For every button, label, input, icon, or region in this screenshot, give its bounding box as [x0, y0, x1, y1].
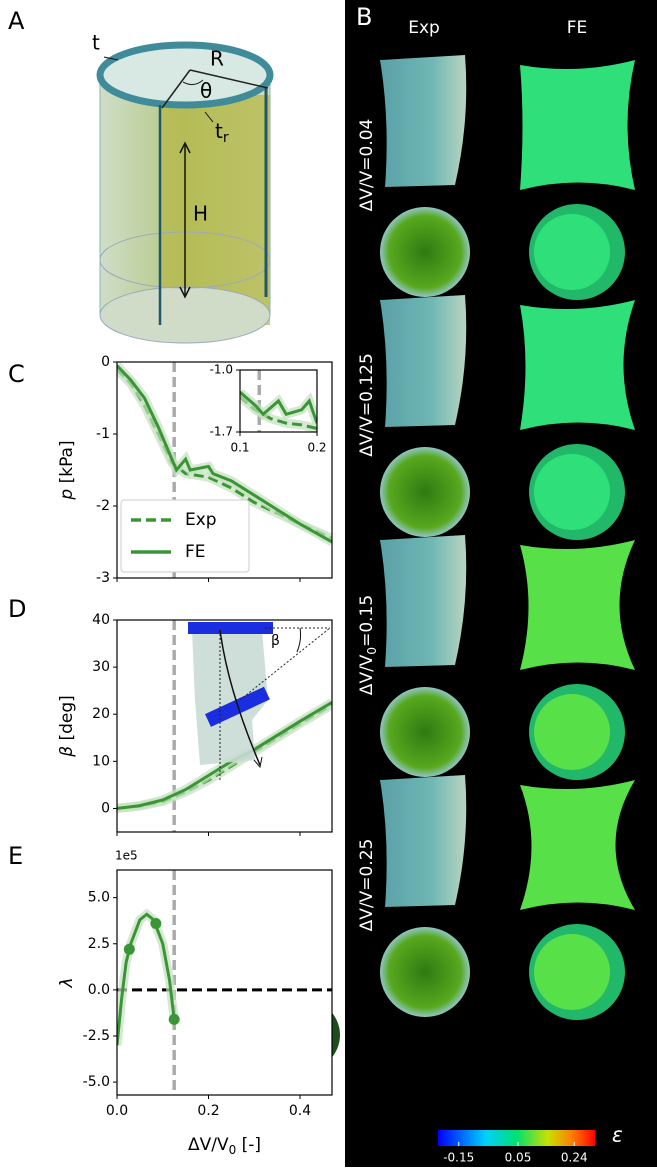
diagram-label: t [215, 119, 223, 143]
y-tick-label: 0 [101, 800, 110, 816]
marker [150, 918, 161, 929]
fe-top-render [534, 694, 610, 770]
panel-label: A [8, 7, 25, 35]
y-tick-label: -2 [96, 498, 110, 514]
column-header: Exp [408, 18, 440, 38]
x-tick-label: 0.0 [106, 1103, 128, 1119]
y-tick-label: -2.5 [83, 1028, 110, 1044]
row-label: ΔV/V=0.25 [357, 839, 377, 932]
exp-side-photo [380, 535, 466, 667]
fe-top-render [534, 214, 610, 290]
y-tick-label: 0.0 [88, 982, 110, 998]
diagram-subscript: r [223, 130, 229, 146]
row-label-subscript: 0 [365, 647, 379, 655]
annotation: β [271, 633, 280, 649]
y-axis-label: p [kPa] [57, 440, 77, 500]
legend-label: Exp [185, 510, 217, 530]
x-tick-label: 0.4 [289, 1103, 311, 1119]
y-tick-label: 30 [92, 659, 110, 675]
y-tick-label: 2.5 [88, 936, 110, 952]
y-axis-label: λ [57, 977, 77, 988]
charts: 0 -1 -2 -3 p [kPa] Exp FE -1.0 -1.7 0.1 0.2 0 10 20 30… [57, 354, 332, 1157]
exp-side-photo [380, 775, 466, 907]
chart: 5.0 2.5 0.0 -2.5 -5.0 0.0 0.2 0.4 λ 1e5 ΔV/V0 [-] [57, 849, 332, 1157]
exp-side-photo [380, 295, 466, 427]
colorbar-tick-label: -0.15 [443, 1151, 474, 1165]
x-tick-label: 0.2 [197, 1103, 219, 1119]
exp-side-photo [380, 55, 466, 187]
marker [169, 1014, 180, 1025]
y-tick-label: -1 [96, 426, 110, 442]
row-label: ΔV/V=0.04 [357, 119, 377, 212]
y-tick-label: 40 [92, 612, 110, 628]
diagram-label: t [92, 31, 100, 55]
diagram-label: H [193, 202, 208, 226]
fe-side-render [520, 60, 635, 190]
colorbar-tick-label: 0.24 [561, 1151, 588, 1165]
axis-offset: 1e5 [115, 849, 138, 863]
exp-top-photo [380, 687, 470, 777]
x-axis-subscript: 0 [229, 1143, 237, 1157]
y-tick-label: 20 [92, 706, 110, 722]
figure: A t R θ tr H B C D E 0-1-2-3p [kPa]ExpFE… [0, 0, 657, 1167]
fe-top-render [534, 934, 610, 1010]
y-axis-label: β [deg] [57, 695, 77, 758]
fe-side-render [520, 540, 635, 670]
x-axis-label: ΔV/V [188, 1135, 229, 1155]
x-tick-label: 0.1 [230, 441, 249, 455]
colorbar-label: ε [612, 1123, 623, 1147]
y-axis-unit: [deg] [57, 695, 77, 740]
y-axis-unit: [kPa] [57, 440, 77, 483]
panel-label: E [8, 842, 23, 870]
row-label: ΔV/V [357, 654, 377, 695]
panel-label: B [356, 3, 372, 31]
y-axis-symbol: β [57, 746, 77, 758]
x-axis-label: [-] [236, 1135, 261, 1155]
x-axis-label: ΔV/V0 [-] [188, 1135, 261, 1157]
panel-label: D [8, 595, 26, 623]
exp-top-photo [380, 207, 470, 297]
fe-top-render [534, 454, 610, 530]
y-tick-label: -5.0 [83, 1074, 110, 1090]
y-tick-label: 10 [92, 753, 110, 769]
y-tick-label: 5.0 [88, 890, 110, 906]
x-tick-label: 0.2 [307, 441, 326, 455]
y-axis-symbol: λ [57, 977, 77, 988]
row-label: =0.15 [357, 595, 377, 647]
y-tick-label: -3 [96, 570, 110, 586]
y-tick-label: -1.7 [210, 425, 233, 439]
y-tick-label: 0 [101, 354, 110, 370]
exp-top-photo [380, 927, 470, 1017]
row-label: ΔV/V0=0.15 [357, 595, 379, 695]
legend-label: FE [185, 542, 206, 562]
colorbar [438, 1130, 595, 1146]
diagram-label: R [210, 47, 224, 71]
plot-frame [117, 870, 332, 1095]
panel-label: C [8, 360, 25, 388]
colorbar-tick-label: 0.05 [505, 1151, 532, 1165]
cylinder-diagram [100, 45, 270, 343]
column-header: FE [567, 18, 588, 38]
exp-top-photo [380, 447, 470, 537]
fe-side-render [520, 300, 635, 430]
y-axis-symbol: p [57, 489, 77, 501]
marker [124, 944, 135, 955]
row-label: ΔV/V=0.125 [357, 353, 377, 457]
y-tick-label: -1.0 [210, 363, 233, 377]
diagram-label: θ [200, 79, 212, 103]
